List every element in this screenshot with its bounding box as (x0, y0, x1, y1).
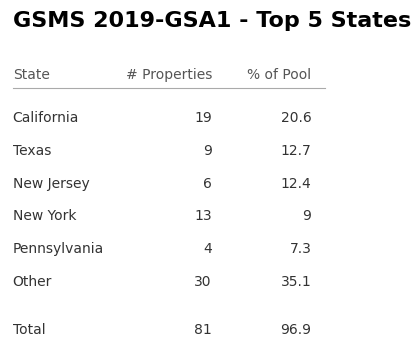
Text: New York: New York (13, 209, 76, 223)
Text: State: State (13, 68, 50, 82)
Text: 96.9: 96.9 (281, 324, 312, 337)
Text: 35.1: 35.1 (281, 275, 312, 289)
Text: Texas: Texas (13, 144, 51, 158)
Text: 19: 19 (194, 111, 212, 125)
Text: 81: 81 (194, 324, 212, 337)
Text: 20.6: 20.6 (281, 111, 312, 125)
Text: 7.3: 7.3 (290, 242, 312, 256)
Text: Other: Other (13, 275, 52, 289)
Text: New Jersey: New Jersey (13, 177, 89, 191)
Text: California: California (13, 111, 79, 125)
Text: 12.7: 12.7 (281, 144, 312, 158)
Text: Total: Total (13, 324, 45, 337)
Text: 12.4: 12.4 (281, 177, 312, 191)
Text: # Properties: # Properties (126, 68, 212, 82)
Text: 30: 30 (194, 275, 212, 289)
Text: % of Pool: % of Pool (247, 68, 312, 82)
Text: 9: 9 (302, 209, 312, 223)
Text: 13: 13 (194, 209, 212, 223)
Text: Pennsylvania: Pennsylvania (13, 242, 104, 256)
Text: 6: 6 (203, 177, 212, 191)
Text: 9: 9 (203, 144, 212, 158)
Text: GSMS 2019-GSA1 - Top 5 States: GSMS 2019-GSA1 - Top 5 States (13, 11, 411, 31)
Text: 4: 4 (203, 242, 212, 256)
